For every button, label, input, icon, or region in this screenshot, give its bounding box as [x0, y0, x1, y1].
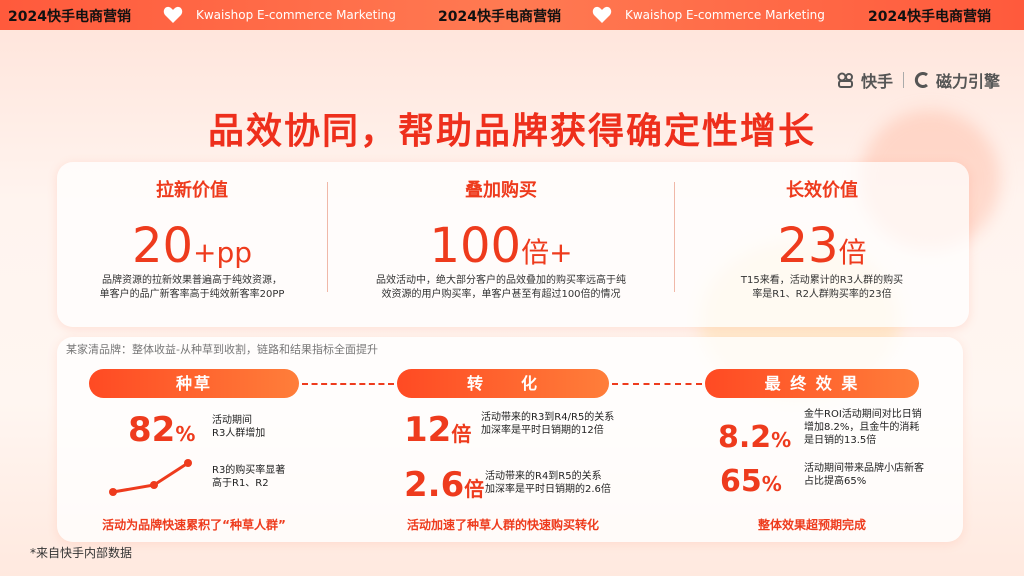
value-figure: 20+pp	[131, 218, 253, 274]
value-description: 品牌资源的拉新效果普遍高于纯效资源， 单客户的品广新客率高于纯效新客率20PP	[99, 275, 285, 300]
column-divider	[327, 182, 328, 292]
stage-pill-seeding: 种草	[89, 369, 299, 398]
stage-summary: 活动为品牌快速累积了“种草人群”	[102, 518, 286, 532]
stat-note: 金牛ROI活动期间对比日销 增加8.2%，且金牛的消耗 是日销的13.5倍	[804, 409, 922, 446]
stat-value: 8.2%	[718, 420, 792, 455]
value-description: T15来看，活动累计的R3人群的购买 率是R1、R2人群购买率的23倍	[740, 275, 904, 300]
column-divider	[674, 182, 675, 292]
kuaishou-logo-icon	[837, 72, 855, 88]
banner-text: 2024快手电商营销	[868, 9, 991, 25]
stat-note: 活动带来的R3到R4/R5的关系 加深率是平时日销期的12倍	[481, 412, 615, 436]
banner-text: 2024快手电商营销	[438, 9, 561, 25]
value-heading: 叠加购买	[465, 180, 537, 201]
case-study-label: 某家清品牌：整体收益-从种草到收割，链路和结果指标全面提升	[66, 343, 378, 356]
value-figure: 100倍+	[429, 218, 573, 274]
stat-value: 82%	[128, 410, 196, 450]
value-card: 拉新价值 20+pp 品牌资源的拉新效果普遍高于纯效资源， 单客户的品广新客率高于…	[57, 162, 969, 327]
heart-icon	[592, 6, 612, 23]
stage-pill-result: 最 终 效 果	[705, 369, 919, 398]
value-column-long-term: 长效价值 23倍 T15来看，活动累计的R3人群的购买 率是R1、R2人群购买率的…	[675, 162, 969, 327]
stage-pill-conversion: 转 化	[397, 369, 609, 398]
banner-text: 2024快手电商营销	[8, 9, 131, 25]
heart-icon	[163, 6, 183, 23]
stat-value: 65%	[720, 464, 782, 499]
stage-summary: 整体效果超预期完成	[757, 518, 866, 532]
value-figure: 23倍	[777, 218, 867, 274]
stage-connector	[612, 383, 702, 385]
kuaishou-logo-text: 快手	[860, 72, 893, 91]
stat-value: 2.6倍	[404, 465, 485, 505]
data-source-note: *来自快手内部数据	[30, 546, 133, 560]
stage-connector	[302, 383, 394, 385]
stat-note: R3的购买率显著 高于R1、R2	[212, 465, 286, 489]
cili-logo-text: 磁力引擎	[935, 72, 1000, 91]
value-heading: 拉新价值	[156, 180, 228, 201]
value-column-stacked-purchase: 叠加购买 100倍+ 品效活动中，绝大部分客户的品效叠加的购买率远高于纯 效资源的…	[328, 162, 674, 327]
logo-divider	[902, 72, 904, 88]
page-title: 品效协同，帮助品牌获得确定性增长	[207, 111, 816, 152]
banner-text-en: Kwaishop E-commerce Marketing	[196, 8, 396, 22]
stage-summary: 活动加速了种草人群的快速购买转化	[406, 518, 599, 532]
value-description: 品效活动中，绝大部分客户的品效叠加的购买率远高于纯 效资源的用户购买率，单客户甚至…	[376, 275, 626, 300]
stat-value: 12倍	[404, 410, 472, 450]
banner-text-en: Kwaishop E-commerce Marketing	[625, 8, 825, 22]
value-column-new-customer: 拉新价值 20+pp 品牌资源的拉新效果普遍高于纯效资源， 单客户的品广新客率高于…	[57, 162, 327, 327]
brand-logo: 快手 磁力引擎	[837, 68, 1000, 92]
value-heading: 长效价值	[786, 180, 858, 201]
cili-logo-icon	[914, 72, 930, 88]
top-banner: 2024快手电商营销 Kwaishop E-commerce Marketing…	[0, 0, 1024, 30]
stat-note: 活动带来的R4到R5的关系 加深率是平时日销期的2.6倍	[485, 471, 611, 495]
trend-line-icon	[109, 459, 192, 496]
stat-note: 活动期间 R3人群增加	[212, 415, 266, 439]
stat-note: 活动期间带来品牌小店新客 占比提高65%	[804, 463, 924, 487]
